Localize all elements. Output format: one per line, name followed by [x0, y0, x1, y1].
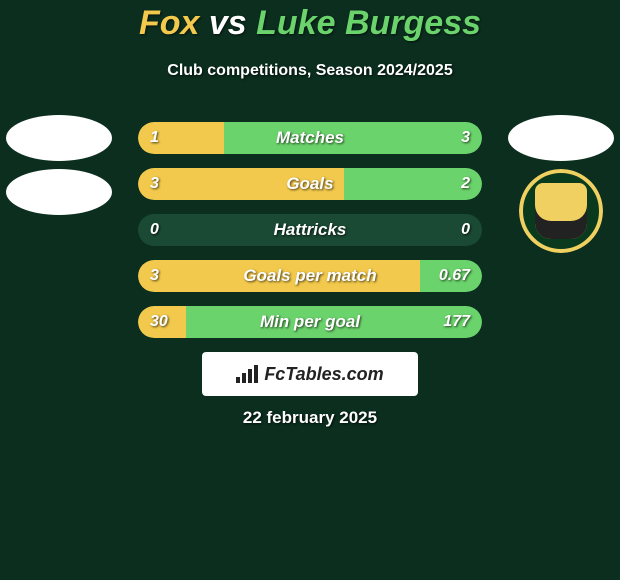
club-logo-ellipse — [508, 115, 614, 161]
club-logo-crest — [519, 169, 603, 253]
stat-bar-left — [138, 122, 224, 154]
stat-value-left: 0 — [150, 214, 159, 246]
stat-bar-left — [138, 306, 186, 338]
subtitle: Club competitions, Season 2024/2025 — [0, 62, 620, 80]
stat-bar-right — [420, 260, 482, 292]
right-club-logos — [506, 115, 616, 253]
stats-bars: 13Matches 32Goals 0 0Hattricks 30.67Goals pe… — [138, 122, 482, 352]
stat-label: Hattricks — [138, 214, 482, 246]
club-logo-ellipse — [6, 169, 112, 215]
comparison-card: Fox vs Luke Burgess Club competitions, S… — [0, 0, 620, 580]
stat-bar-right — [224, 122, 482, 154]
stat-bar-left — [138, 168, 344, 200]
bar-chart-icon — [236, 365, 258, 383]
stat-bar-left — [138, 260, 420, 292]
stat-row: 13Matches — [138, 122, 482, 154]
stat-row: 30.67Goals per match — [138, 260, 482, 292]
left-club-logos — [4, 115, 114, 215]
stat-row: 32Goals — [138, 168, 482, 200]
title-player-right: Luke Burgess — [256, 4, 481, 42]
branding-text: FcTables.com — [264, 364, 383, 385]
title-player-left: Fox — [139, 4, 199, 42]
stat-row: 0 0Hattricks — [138, 214, 482, 246]
title-vs: vs — [209, 4, 247, 42]
stat-bar-right — [344, 168, 482, 200]
club-logo-ellipse — [6, 115, 112, 161]
stat-value-right: 0 — [461, 214, 470, 246]
stat-bar-right — [186, 306, 482, 338]
branding-badge: FcTables.com — [202, 352, 418, 396]
date-text: 22 february 2025 — [0, 408, 620, 428]
stat-row: 30177Min per goal — [138, 306, 482, 338]
page-title: Fox vs Luke Burgess — [0, 4, 620, 43]
